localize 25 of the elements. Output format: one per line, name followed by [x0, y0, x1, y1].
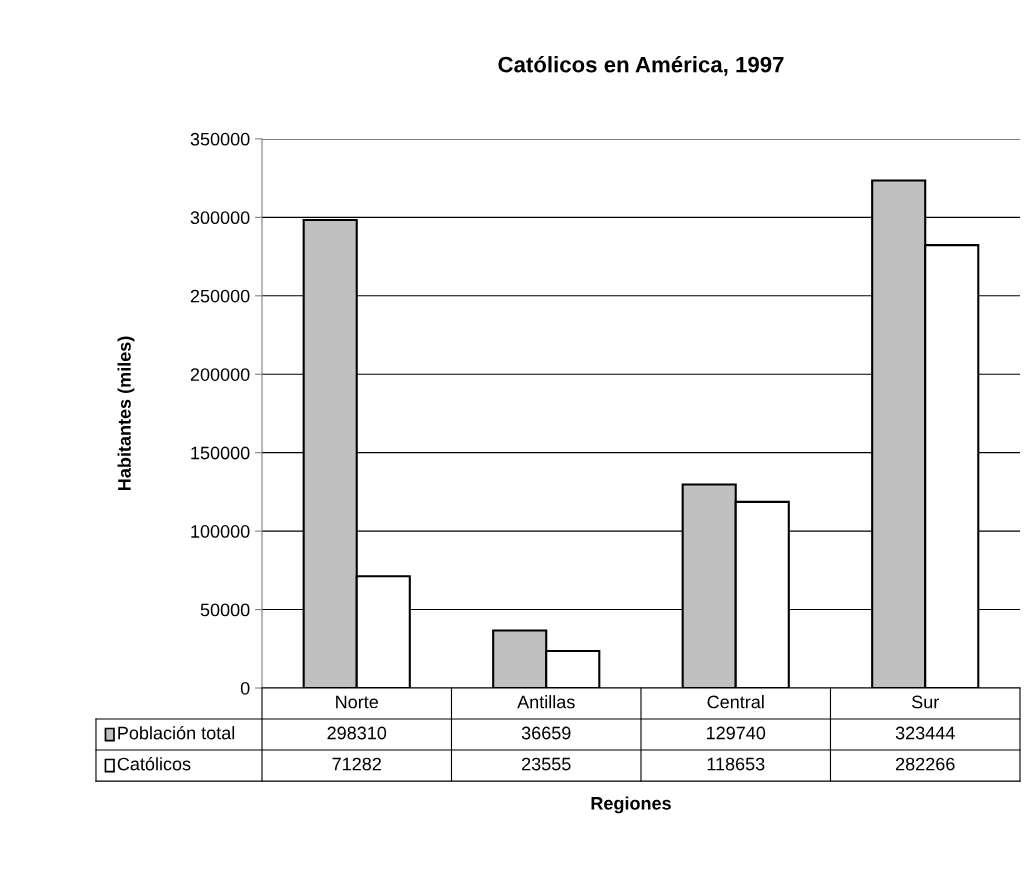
y-tick-label: 200000 — [190, 368, 250, 381]
y-tick-label: 250000 — [190, 289, 250, 303]
data-label: 129740 — [706, 726, 766, 740]
y-tick-label: 300000 — [190, 211, 250, 225]
y-tick-label: 50000 — [200, 603, 250, 617]
data-label: 36659 — [521, 726, 571, 740]
x-tick-label: Norte — [336, 695, 379, 709]
data-label: 71282 — [332, 757, 381, 771]
y-tick-label: 350000 — [190, 132, 250, 146]
chart-title: Católicos en América, 1997 — [498, 55, 784, 76]
x-tick-label: Central — [707, 695, 764, 709]
legend-label: Católicos — [117, 756, 191, 771]
data-label: 282266 — [896, 757, 955, 771]
data-label: 323444 — [895, 726, 955, 740]
y-tick-label: 100000 — [191, 525, 250, 538]
legend-label: Población total — [118, 725, 235, 740]
data-label: 118653 — [707, 757, 765, 771]
x-tick-label: Sur — [912, 695, 939, 709]
data-label: 23555 — [522, 757, 571, 771]
x-tick-label: Antillas — [517, 695, 575, 709]
data-label: 298310 — [327, 726, 387, 740]
y-tick-label: 150000 — [191, 446, 250, 460]
y-axis-title: Habitantes (miles) — [117, 336, 135, 490]
x-axis-title: Regiones — [591, 796, 671, 814]
y-tick-label: 0 — [240, 681, 250, 695]
